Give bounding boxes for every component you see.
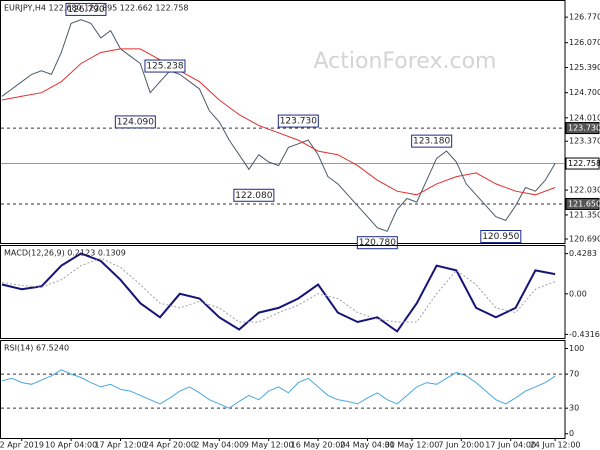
x-tick-label: 24 Apr 20:00 xyxy=(144,441,196,450)
level-box xyxy=(565,197,600,210)
x-tick-label: 31 May 12:00 xyxy=(384,441,439,450)
x-tick-label: 17 Apr 12:00 xyxy=(94,441,146,450)
level-label: 121.650 xyxy=(568,199,600,208)
annotation-box xyxy=(233,188,275,202)
level-label: 122.758 xyxy=(568,159,600,168)
series-line xyxy=(1,369,556,409)
y-tick-label: -0.4316 xyxy=(569,330,600,339)
y-tick-label: 123.370 xyxy=(569,137,600,146)
y-tick-label: 0.00 xyxy=(569,289,587,298)
series-line xyxy=(1,257,556,323)
watermark: ActionForex.com xyxy=(314,49,497,74)
y-tick-label: 0.4283 xyxy=(569,249,597,258)
panel-title: EURJPY,H4 122.680 122.895 122.662 122.75… xyxy=(4,4,189,13)
annotation-label: 126.790 xyxy=(67,5,104,15)
x-tick-label: 2 Apr 2019 xyxy=(0,441,44,450)
annotation-box xyxy=(480,230,522,243)
x-tick-label: 7 Jun 20:00 xyxy=(438,441,484,450)
panel-title: RSI(14) 67.5240 xyxy=(4,344,69,353)
level-label: 123.730 xyxy=(568,124,600,133)
level-box xyxy=(565,157,600,170)
y-tick-label: 125.390 xyxy=(569,63,600,72)
y-tick-label: 100 xyxy=(569,344,584,353)
y-tick-label: 30 xyxy=(569,404,579,413)
y-tick-label: 126.770 xyxy=(569,13,600,22)
y-tick-label: 124.010 xyxy=(569,113,600,122)
x-tick-label: 10 Apr 04:00 xyxy=(45,441,97,450)
panel-title: MACD(12,26,9) 0.2123 0.1309 xyxy=(4,249,126,258)
panel-frame xyxy=(0,245,566,339)
y-tick-label: 122.030 xyxy=(569,186,600,195)
y-tick-label: 0 xyxy=(569,429,574,438)
annotation-box xyxy=(411,134,453,148)
x-tick-label: 2 May 04:00 xyxy=(194,441,244,450)
annotation-box xyxy=(65,2,107,16)
annotation-label: 120.780 xyxy=(359,238,396,248)
annotation-box xyxy=(144,59,186,73)
x-tick-label: 9 May 12:00 xyxy=(244,441,294,450)
annotation-box xyxy=(114,115,156,129)
panel-frame xyxy=(0,340,566,439)
annotation-label: 125.238 xyxy=(146,62,183,72)
y-tick-label: 70 xyxy=(569,370,579,379)
annotation-label: 122.080 xyxy=(235,191,272,201)
annotation-box xyxy=(277,114,319,128)
annotation-label: 123.730 xyxy=(280,117,317,127)
annotation-label: 124.090 xyxy=(117,117,154,127)
series-line xyxy=(1,48,556,196)
level-box xyxy=(565,122,600,135)
series-line xyxy=(1,19,556,232)
y-tick-label: 124.700 xyxy=(569,88,600,97)
x-tick-label: 16 May 20:00 xyxy=(291,441,346,450)
x-tick-label: 24 Jun 12:00 xyxy=(530,441,581,450)
annotation-label: 120.950 xyxy=(482,232,519,242)
x-tick-label: 24 May 04:00 xyxy=(340,441,395,450)
panel-frame xyxy=(0,0,566,244)
x-tick-label: 17 Jun 04:00 xyxy=(485,441,536,450)
y-tick-label: 121.350 xyxy=(569,210,600,219)
annotation-label: 123.180 xyxy=(413,137,450,147)
y-tick-label: 126.070 xyxy=(569,38,600,47)
y-tick-label: 120.690 xyxy=(569,234,600,243)
series-line xyxy=(1,252,556,333)
